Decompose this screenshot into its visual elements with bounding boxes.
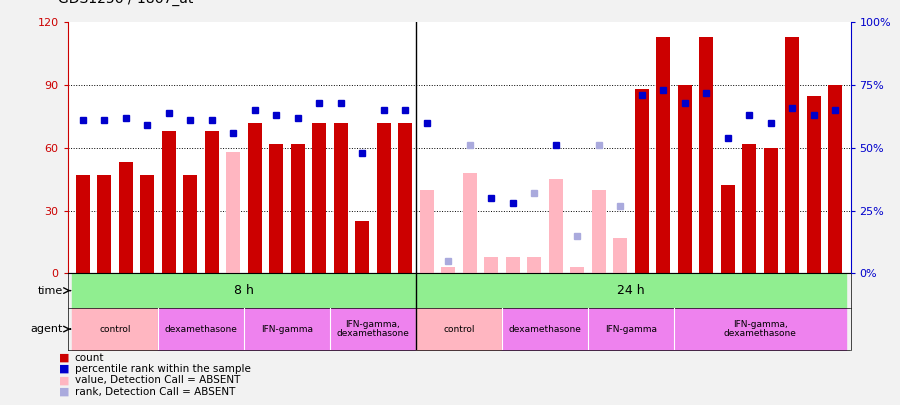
Text: agent: agent bbox=[31, 324, 63, 334]
Bar bbox=[634, 89, 649, 273]
Bar bbox=[441, 267, 455, 273]
Text: GDS1256 / 1867_at: GDS1256 / 1867_at bbox=[58, 0, 194, 6]
Text: IFN-gamma: IFN-gamma bbox=[261, 324, 313, 334]
Bar bbox=[786, 37, 799, 273]
Bar bbox=[678, 85, 692, 273]
Bar bbox=[312, 123, 326, 273]
Text: control: control bbox=[99, 324, 130, 334]
Bar bbox=[356, 221, 369, 273]
Bar bbox=[699, 37, 714, 273]
Bar bbox=[119, 162, 132, 273]
Bar bbox=[226, 152, 240, 273]
Text: count: count bbox=[75, 353, 104, 362]
Bar bbox=[527, 257, 541, 273]
Bar bbox=[377, 123, 391, 273]
Text: ■: ■ bbox=[58, 387, 69, 396]
Text: IFN-gamma,
dexamethasone: IFN-gamma, dexamethasone bbox=[724, 320, 796, 339]
Text: dexamethasone: dexamethasone bbox=[165, 324, 238, 334]
Text: ■: ■ bbox=[58, 375, 69, 385]
Bar bbox=[807, 96, 821, 273]
Bar bbox=[484, 257, 499, 273]
Bar bbox=[613, 238, 627, 273]
Text: 24 h: 24 h bbox=[617, 284, 645, 297]
Text: percentile rank within the sample: percentile rank within the sample bbox=[75, 364, 250, 374]
Bar bbox=[97, 175, 111, 273]
Bar bbox=[742, 144, 756, 273]
Bar bbox=[721, 185, 735, 273]
Bar bbox=[291, 144, 305, 273]
Text: ■: ■ bbox=[58, 364, 69, 374]
Text: rank, Detection Call = ABSENT: rank, Detection Call = ABSENT bbox=[75, 387, 235, 396]
Bar bbox=[829, 85, 842, 273]
Text: ■: ■ bbox=[58, 353, 69, 362]
Bar bbox=[419, 190, 434, 273]
Bar bbox=[269, 144, 284, 273]
Bar bbox=[140, 175, 154, 273]
Bar bbox=[571, 267, 584, 273]
Bar bbox=[204, 131, 219, 273]
Bar bbox=[162, 131, 176, 273]
Bar bbox=[76, 175, 89, 273]
Text: value, Detection Call = ABSENT: value, Detection Call = ABSENT bbox=[75, 375, 240, 385]
Text: IFN-gamma,
dexamethasone: IFN-gamma, dexamethasone bbox=[337, 320, 410, 339]
Bar bbox=[506, 257, 520, 273]
Text: control: control bbox=[443, 324, 475, 334]
Bar bbox=[334, 123, 347, 273]
Bar bbox=[398, 123, 412, 273]
Bar bbox=[764, 148, 778, 273]
Bar bbox=[656, 37, 670, 273]
Text: dexamethasone: dexamethasone bbox=[508, 324, 581, 334]
Bar bbox=[463, 173, 477, 273]
Text: 8 h: 8 h bbox=[234, 284, 254, 297]
Text: IFN-gamma: IFN-gamma bbox=[605, 324, 657, 334]
Bar bbox=[183, 175, 197, 273]
Bar bbox=[549, 179, 562, 273]
Bar bbox=[592, 190, 606, 273]
Bar bbox=[248, 123, 262, 273]
Text: time: time bbox=[38, 286, 63, 296]
